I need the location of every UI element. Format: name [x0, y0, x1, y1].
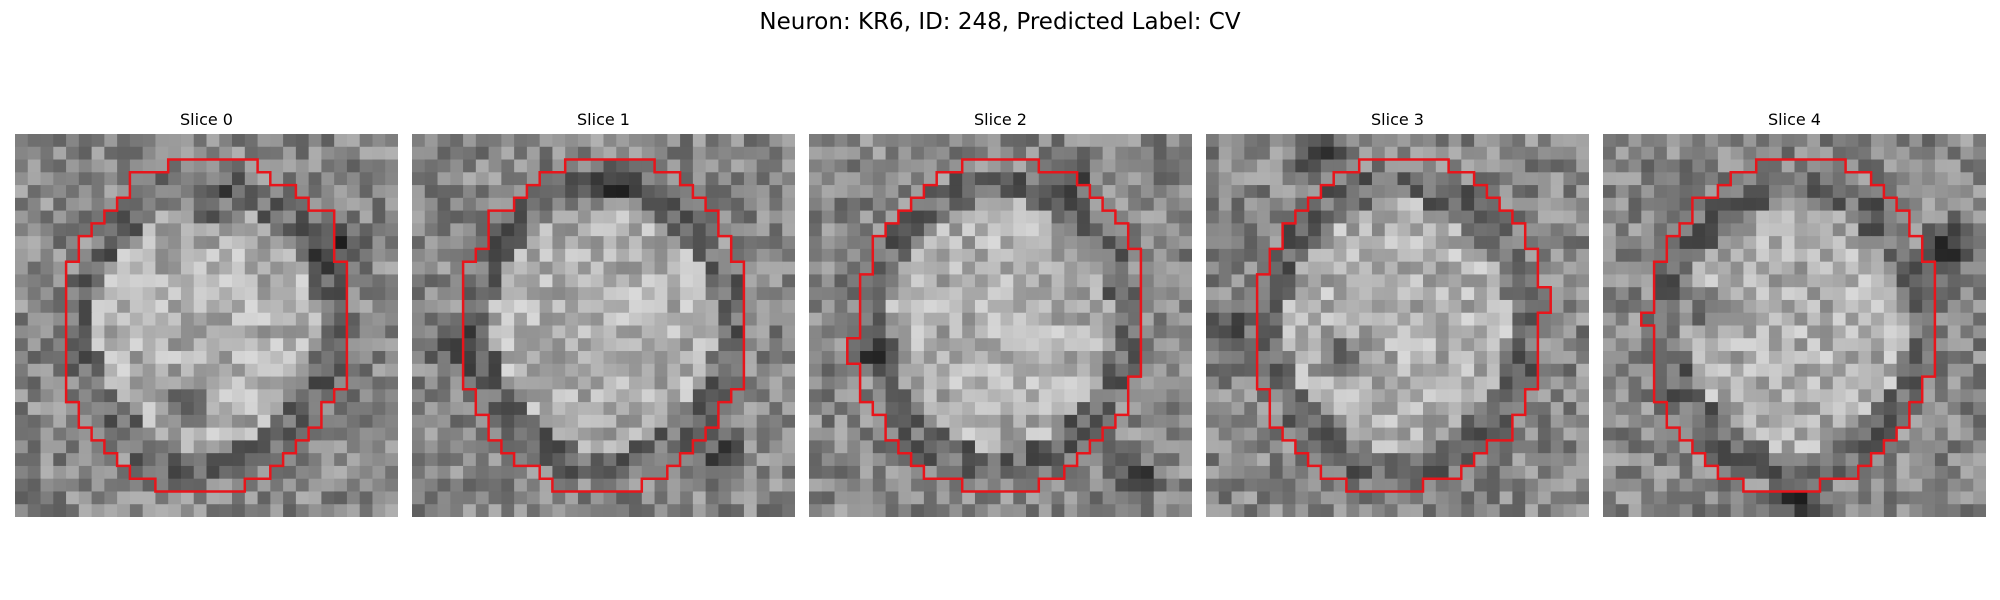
figure-title: Neuron: KR6, ID: 248, Predicted Label: C…: [759, 9, 1241, 35]
slice-image: [15, 134, 398, 517]
slice-title: Slice 1: [577, 110, 630, 129]
slice-panel-3: Slice 3: [1206, 110, 1589, 518]
segmentation-contour: [846, 158, 1143, 493]
segmentation-contour: [1255, 158, 1552, 493]
slice-image: [809, 134, 1192, 517]
slice-title: Slice 4: [1768, 110, 1821, 129]
slice-image: [1206, 134, 1589, 517]
slice-title: Slice 0: [180, 110, 233, 129]
slice-panel-1: Slice 1: [412, 110, 795, 518]
slice-panel-4: Slice 4: [1603, 110, 1986, 518]
segmentation-contour: [1640, 158, 1937, 493]
segmentation-contour: [461, 158, 746, 493]
slice-panel-0: Slice 0: [15, 110, 398, 518]
slice-image: [412, 134, 795, 517]
slice-image: [1603, 134, 1986, 517]
slice-title: Slice 3: [1371, 110, 1424, 129]
slice-panel-2: Slice 2: [809, 110, 1192, 518]
slice-title: Slice 2: [974, 110, 1027, 129]
segmentation-contour: [64, 158, 349, 493]
